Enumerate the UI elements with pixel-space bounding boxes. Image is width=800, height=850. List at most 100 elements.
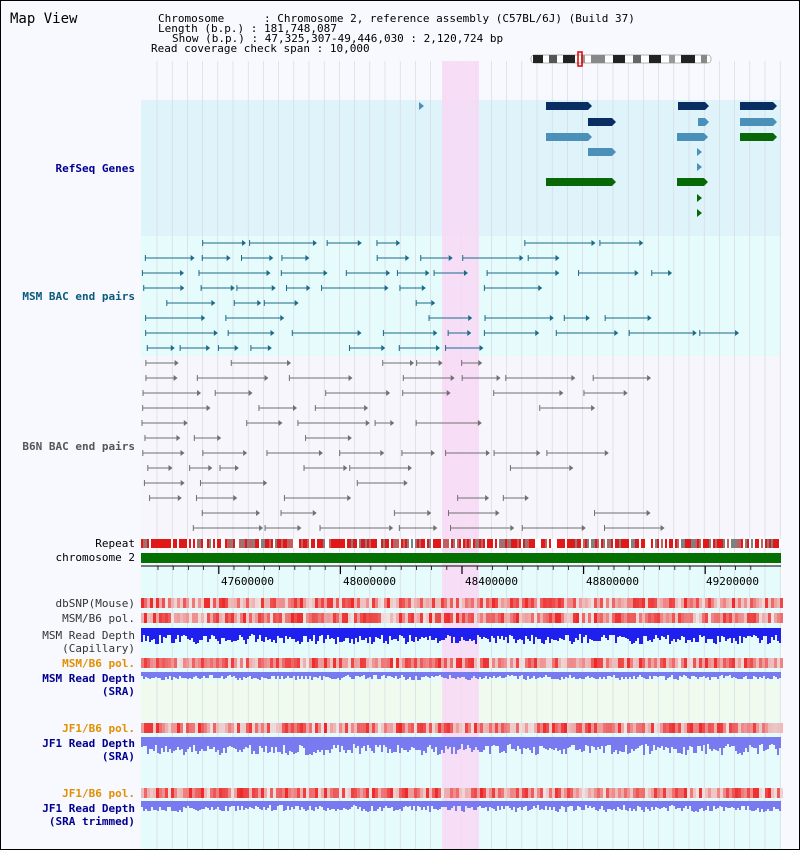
heat-cell	[291, 613, 294, 623]
depth-bar	[309, 737, 311, 754]
depth-bar	[155, 801, 157, 810]
track-label-dbsnp[interactable]: dbSNP(Mouse)	[55, 597, 135, 610]
heat-cell	[264, 723, 267, 733]
heat-cell	[228, 598, 231, 608]
repeat-mark	[441, 539, 443, 548]
depth-bar	[661, 672, 663, 676]
heat-cell	[612, 598, 615, 608]
depth-bar	[757, 672, 759, 679]
track-label-b6n-bac[interactable]: B6N BAC end pairs	[22, 440, 135, 453]
track-label-chromosome[interactable]: chromosome 2	[55, 551, 135, 564]
heat-cell	[210, 613, 213, 623]
depth-bar	[203, 801, 205, 809]
heat-cell	[510, 613, 513, 623]
heat-cell	[288, 788, 291, 798]
repeat-mark	[395, 539, 397, 548]
heat-cell	[249, 658, 252, 668]
depth-bar	[361, 672, 363, 676]
track-label-msm-depth-sra-1[interactable]: MSM Read Depth	[42, 672, 135, 685]
track-label-refseq[interactable]: RefSeq Genes	[55, 162, 135, 175]
depth-bar	[243, 628, 245, 640]
depth-bar	[211, 672, 213, 675]
depth-bar	[639, 628, 641, 644]
heat-cell	[438, 723, 441, 733]
repeat-mark	[713, 539, 715, 548]
heat-cell	[354, 613, 357, 623]
heat-cell	[663, 788, 666, 798]
depth-bar	[253, 801, 255, 809]
depth-bar	[389, 737, 391, 749]
depth-bar	[427, 801, 429, 806]
heat-cell	[333, 613, 336, 623]
heat-cell	[714, 658, 717, 668]
depth-bar	[479, 672, 481, 677]
heat-cell	[519, 598, 522, 608]
track-label-msm-b6-pol-1[interactable]: MSM/B6 pol.	[62, 612, 135, 625]
depth-bar	[679, 737, 681, 753]
heat-cell	[408, 723, 411, 733]
depth-bar	[533, 801, 535, 806]
depth-bar	[391, 672, 393, 677]
pair-arrow-icon	[248, 390, 253, 396]
track-label-jf1-pol-2[interactable]: JF1/B6 pol.	[62, 787, 135, 800]
heat-cell	[762, 788, 765, 798]
depth-bar	[333, 672, 335, 679]
heat-cell	[246, 723, 249, 733]
depth-bar	[417, 737, 419, 750]
heat-cell	[231, 613, 234, 623]
pair-arrow-icon	[201, 315, 206, 321]
heat-cell	[567, 723, 570, 733]
heat-cell	[312, 598, 315, 608]
depth-bar	[379, 737, 381, 745]
depth-bar	[501, 801, 503, 806]
track-label-jf1-depth-sra-1[interactable]: JF1 Read Depth	[42, 737, 135, 750]
heat-cell	[345, 598, 348, 608]
depth-bar	[463, 737, 465, 750]
track-label-jf1-depth-trim-1[interactable]: JF1 Read Depth	[42, 802, 135, 815]
track-label-msm-b6-pol-2[interactable]: MSM/B6 pol.	[62, 657, 135, 670]
depth-bar	[413, 737, 415, 748]
depth-bar	[183, 672, 185, 678]
heat-cell	[720, 598, 723, 608]
heat-cell	[528, 598, 531, 608]
track-label-jf1-pol-1[interactable]: JF1/B6 pol.	[62, 722, 135, 735]
depth-bar	[655, 672, 657, 676]
depth-bar	[679, 628, 681, 640]
heat-cell	[726, 658, 729, 668]
depth-bar	[607, 801, 609, 809]
heat-cell	[726, 788, 729, 798]
track-label-msm-depth-cap-1[interactable]: MSM Read Depth	[42, 629, 135, 642]
track-label-msm-bac[interactable]: MSM BAC end pairs	[22, 290, 135, 303]
heat-cell	[588, 598, 591, 608]
depth-bar	[543, 737, 545, 748]
depth-bar	[381, 801, 383, 811]
pair-arrow-icon	[427, 510, 432, 516]
repeat-mark	[453, 539, 455, 548]
repeat-mark	[695, 539, 697, 548]
heat-cell	[507, 613, 510, 623]
heat-cell	[507, 598, 510, 608]
depth-bar	[555, 737, 557, 748]
heat-cell	[363, 598, 366, 608]
heat-cell	[180, 598, 183, 608]
repeat-mark	[559, 539, 561, 548]
depth-bar	[725, 737, 727, 746]
heat-cell	[306, 613, 309, 623]
depth-bar	[363, 801, 365, 809]
depth-bar	[635, 628, 637, 641]
chromosome-ideogram[interactable]	[530, 51, 712, 67]
depth-bar	[235, 628, 237, 641]
depth-bar	[193, 801, 195, 809]
heat-cell	[291, 788, 294, 798]
heat-cell	[522, 598, 525, 608]
track-label-repeat[interactable]: Repeat	[95, 537, 135, 550]
depth-bar	[641, 628, 643, 644]
repeat-mark	[355, 539, 357, 548]
refseq-gene	[588, 118, 612, 126]
heat-cell	[534, 788, 537, 798]
depth-bar	[217, 737, 219, 750]
depth-bar	[549, 672, 551, 677]
pair-arrow-icon	[168, 465, 173, 471]
heat-cell	[264, 788, 267, 798]
